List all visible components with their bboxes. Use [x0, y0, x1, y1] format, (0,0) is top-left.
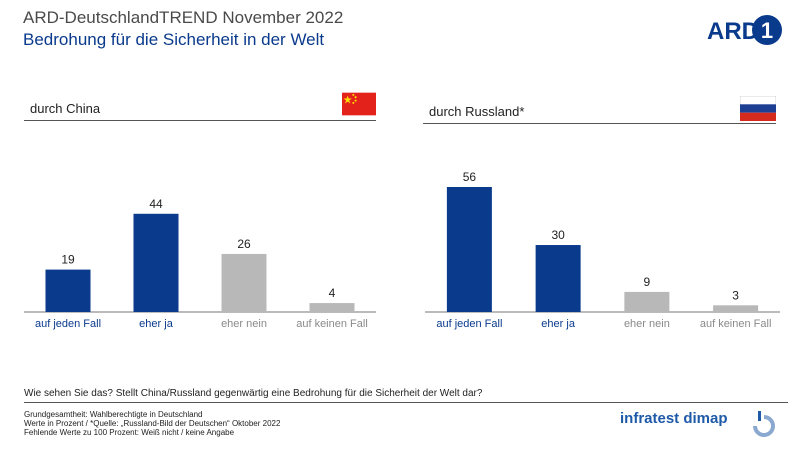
- footnote-population: Grundgesamtheit: Wahlberechtigte in Deut…: [24, 410, 203, 419]
- russia-flag: [740, 96, 776, 121]
- china-category-label-1: eher ja: [139, 318, 174, 330]
- china-value-label-3: 4: [329, 286, 336, 300]
- russia-bar-0: [446, 187, 492, 312]
- survey-question: Wie sehen Sie das? Stellt China/Russland…: [24, 388, 483, 399]
- russia-category-label-3: auf keinen Fall: [700, 318, 772, 330]
- china-panel-title: durch China: [30, 101, 101, 116]
- china-category-label-2: eher nein: [221, 318, 267, 330]
- russia-value-label-3: 3: [732, 288, 739, 302]
- russia-value-label-0: 56: [463, 170, 477, 184]
- ard-logo: ARD 1: [707, 15, 782, 45]
- china-bar-1: [133, 213, 179, 312]
- russia-category-label-1: eher ja: [541, 318, 576, 330]
- russia-value-label-2: 9: [644, 275, 651, 289]
- infratest-brand: infratest dimap: [620, 410, 728, 427]
- china-category-label-0: auf jeden Fall: [35, 318, 101, 330]
- china-value-label-0: 19: [61, 253, 75, 267]
- footnote-missing: Fehlende Werte zu 100 Prozent: Weiß nich…: [24, 428, 235, 437]
- russia-bar-3: [713, 305, 759, 312]
- china-bar-0: [45, 269, 91, 312]
- svg-text:1: 1: [761, 18, 773, 43]
- russia-category-label-2: eher nein: [624, 318, 670, 330]
- russia-value-label-1: 30: [551, 228, 565, 242]
- report-title: ARD-DeutschlandTREND November 2022: [23, 8, 344, 27]
- ard-logo-text: ARD: [707, 18, 759, 45]
- china-flag: [342, 92, 376, 116]
- russia-bar-2: [624, 291, 670, 312]
- china-value-label-1: 44: [149, 197, 163, 211]
- footnote-units-source: Werte in Prozent / *Quelle: „Russland-Bi…: [24, 419, 281, 428]
- china-value-label-2: 26: [237, 237, 251, 251]
- question-rule: [24, 402, 788, 403]
- russia-category-label-0: auf jeden Fall: [436, 318, 502, 330]
- russia-panel-rule: [423, 123, 776, 124]
- russia-panel-title: durch Russland*: [429, 104, 525, 119]
- infratest-logo-icon: [753, 411, 775, 437]
- china-panel-rule: [24, 120, 376, 121]
- china-bar-2: [221, 253, 267, 312]
- china-bar-3: [309, 303, 355, 312]
- report-subtitle: Bedrohung für die Sicherheit in der Welt: [23, 30, 325, 49]
- russia-bar-1: [535, 245, 581, 312]
- china-category-label-3: auf keinen Fall: [296, 318, 368, 330]
